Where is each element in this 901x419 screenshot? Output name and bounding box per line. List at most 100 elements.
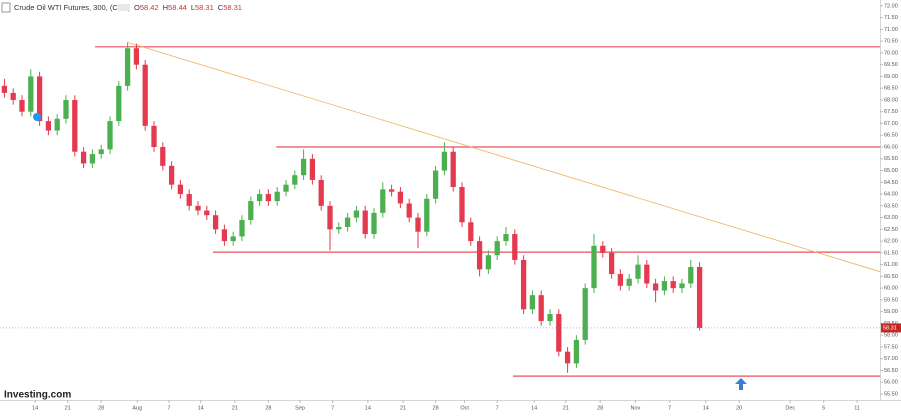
candle-body bbox=[617, 274, 624, 286]
x-tick-label: Oct bbox=[460, 405, 469, 411]
x-tick-label: 14 bbox=[365, 405, 371, 411]
candle-body bbox=[573, 339, 580, 364]
candle-body bbox=[54, 118, 60, 131]
x-tick-label: 14 bbox=[198, 405, 204, 411]
x-tick-label: 14 bbox=[703, 405, 709, 411]
candle-body bbox=[450, 151, 456, 188]
x-tick-label: 28 bbox=[98, 405, 104, 411]
candle-body bbox=[406, 203, 412, 218]
candle-body bbox=[468, 222, 474, 242]
candle-body bbox=[652, 283, 659, 291]
symbol-icon bbox=[1, 2, 11, 13]
candle-body bbox=[608, 252, 615, 275]
candle-body bbox=[292, 175, 298, 185]
chart-title: Crude Oil WTI Futures, 300, (CFD) bbox=[14, 3, 131, 12]
candle-body bbox=[679, 283, 685, 289]
x-tick-label: 7 bbox=[496, 405, 499, 411]
candle-body bbox=[688, 266, 694, 284]
candle-body bbox=[19, 99, 25, 112]
candle-body bbox=[230, 236, 236, 242]
y-tick-label: 56.50 bbox=[884, 368, 898, 374]
y-tick-label: 56.00 bbox=[884, 380, 898, 386]
y-tick-label: 57.00 bbox=[884, 356, 898, 362]
candle-body bbox=[397, 191, 404, 204]
y-tick-label: 69.50 bbox=[884, 62, 898, 68]
y-tick-label: 71.50 bbox=[884, 15, 898, 21]
candle-body bbox=[36, 76, 43, 122]
candle-body bbox=[582, 288, 588, 340]
y-tick-label: 64.50 bbox=[884, 180, 898, 186]
last-price-box bbox=[881, 323, 901, 333]
x-tick-label: 5 bbox=[822, 405, 825, 411]
candle-body bbox=[520, 259, 527, 310]
candle-body bbox=[432, 170, 439, 199]
candle-body bbox=[380, 189, 386, 213]
candle-body bbox=[239, 219, 245, 237]
candle-body bbox=[644, 264, 650, 284]
y-tick-label: 61.50 bbox=[884, 250, 898, 256]
ohlc-value: 58.42 bbox=[140, 3, 159, 12]
x-tick-label: 7 bbox=[668, 405, 671, 411]
candle-body bbox=[441, 151, 448, 171]
candle-body bbox=[204, 210, 210, 216]
y-tick-label: 58.00 bbox=[884, 333, 898, 339]
x-tick-label: 14 bbox=[531, 405, 537, 411]
ohlc-value: 58.31 bbox=[195, 3, 214, 12]
candle-body bbox=[626, 278, 632, 286]
candle-body bbox=[415, 217, 421, 232]
candle-body bbox=[63, 99, 69, 119]
y-tick-label: 66.50 bbox=[884, 133, 898, 139]
candle-body bbox=[283, 184, 289, 192]
settings-icon bbox=[118, 4, 130, 11]
trend-line bbox=[127, 41, 881, 273]
candle-body bbox=[344, 217, 351, 227]
y-tick-label: 65.50 bbox=[884, 156, 898, 162]
x-tick-label: Dec bbox=[785, 405, 795, 411]
y-tick-label: 62.00 bbox=[884, 239, 898, 245]
candle-body bbox=[309, 158, 316, 180]
candle-body bbox=[256, 194, 263, 202]
x-tick-label: 28 bbox=[597, 405, 603, 411]
x-tick-label: 28 bbox=[433, 405, 439, 411]
y-tick-label: 72.00 bbox=[884, 3, 898, 9]
x-tick-label: Sep bbox=[295, 405, 305, 411]
candle-body bbox=[556, 314, 562, 352]
up-arrow-icon[interactable] bbox=[735, 378, 747, 390]
candle-body bbox=[221, 229, 228, 242]
ohlc-label: L bbox=[191, 3, 195, 12]
candle-body bbox=[300, 158, 307, 176]
candle-body bbox=[503, 234, 509, 242]
y-tick-label: 70.00 bbox=[884, 50, 898, 56]
y-tick-label: 69.00 bbox=[884, 74, 898, 80]
y-tick-label: 63.50 bbox=[884, 203, 898, 209]
candle-body bbox=[670, 281, 676, 289]
ohlc-label: C bbox=[218, 3, 224, 12]
ohlc-values: O58.42 H58.44 L58.31 C58.31 bbox=[134, 3, 242, 12]
event-marker[interactable] bbox=[33, 113, 41, 121]
y-tick-label: 64.00 bbox=[884, 192, 898, 198]
candle-body bbox=[424, 198, 430, 232]
last-price-label: 58.31 bbox=[883, 325, 897, 331]
candle-body bbox=[388, 189, 395, 192]
candle-body bbox=[168, 165, 175, 185]
candle-body bbox=[459, 187, 465, 223]
x-tick-label: 21 bbox=[563, 405, 569, 411]
candle-body bbox=[327, 205, 333, 230]
candle-body bbox=[635, 264, 641, 279]
candle-body bbox=[512, 234, 518, 260]
y-tick-label: 60.00 bbox=[884, 286, 898, 292]
x-tick-label: 21 bbox=[400, 405, 406, 411]
x-tick-label: 11 bbox=[854, 405, 860, 411]
candle-body bbox=[476, 241, 483, 270]
candle-body bbox=[98, 149, 104, 155]
candle-body bbox=[265, 194, 272, 202]
candle-body bbox=[89, 154, 96, 164]
candle-body bbox=[72, 99, 78, 152]
y-tick-label: 68.00 bbox=[884, 97, 898, 103]
y-tick-label: 68.50 bbox=[884, 86, 898, 92]
candle-body bbox=[160, 147, 166, 166]
x-tick-label: 21 bbox=[65, 405, 71, 411]
candle-body bbox=[362, 210, 368, 235]
candle-body bbox=[274, 191, 280, 202]
candle-body bbox=[529, 295, 536, 310]
